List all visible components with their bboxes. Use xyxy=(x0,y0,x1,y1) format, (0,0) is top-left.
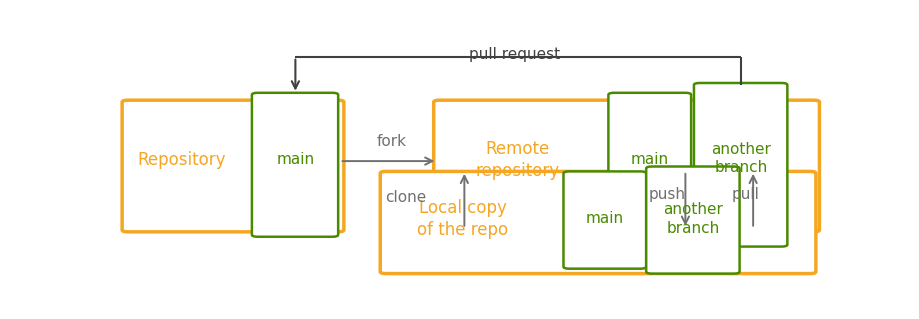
Text: Local copy
of the repo: Local copy of the repo xyxy=(417,199,508,239)
FancyBboxPatch shape xyxy=(562,171,645,269)
FancyBboxPatch shape xyxy=(645,167,739,274)
Text: push: push xyxy=(648,187,685,202)
FancyBboxPatch shape xyxy=(693,83,787,247)
Text: clone: clone xyxy=(385,190,426,205)
FancyBboxPatch shape xyxy=(380,171,815,274)
Text: fork: fork xyxy=(376,134,406,149)
FancyBboxPatch shape xyxy=(252,93,338,237)
Text: another
branch: another branch xyxy=(710,142,770,175)
Text: pull: pull xyxy=(732,187,759,202)
Text: Repository: Repository xyxy=(137,151,225,169)
Text: another
branch: another branch xyxy=(663,202,722,236)
Text: main: main xyxy=(276,152,314,167)
Text: main: main xyxy=(585,211,623,226)
FancyBboxPatch shape xyxy=(433,100,819,232)
FancyBboxPatch shape xyxy=(607,93,690,237)
Text: pull request: pull request xyxy=(468,47,560,62)
Text: main: main xyxy=(630,152,668,167)
FancyBboxPatch shape xyxy=(122,100,344,232)
Text: Remote
repository: Remote repository xyxy=(475,140,560,180)
